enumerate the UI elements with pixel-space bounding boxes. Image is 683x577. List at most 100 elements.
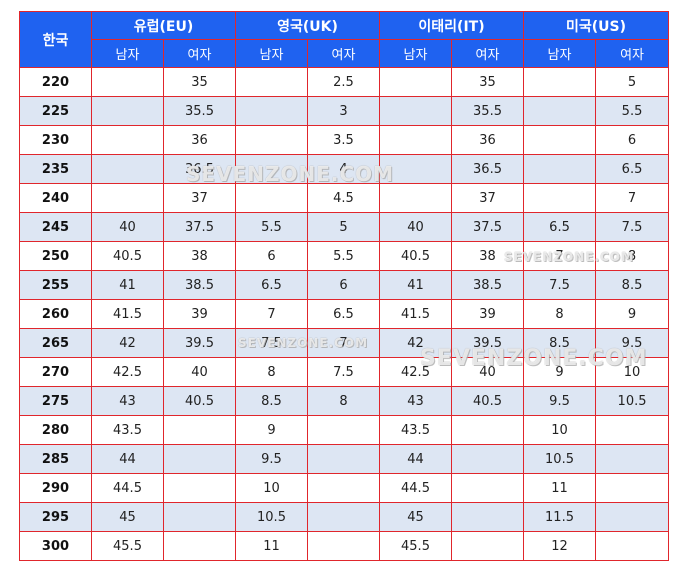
cell-eu-female: 36.5 [163, 154, 236, 184]
header-it-female: 여자 [450, 39, 525, 68]
cell-eu-male [91, 125, 164, 155]
table-header: 한국 유럽(EU) 영국(UK) 이태리(IT) 미국(US) 남자 여자 남자… [19, 11, 670, 68]
table-row: 250 40.5 38 6 5.5 40.5 38 7 8 [19, 241, 670, 271]
cell-eu-male: 45 [91, 502, 164, 532]
cell-us-female [595, 415, 670, 445]
header-it-male: 남자 [379, 39, 452, 68]
table-row: 235 36.5 4 36.5 6.5 [19, 154, 670, 184]
cell-us-male [523, 125, 597, 155]
cell-us-female: 9.5 [595, 328, 670, 358]
cell-it-male: 41.5 [379, 299, 452, 329]
table-row: 275 43 40.5 8.5 8 43 40.5 9.5 10.5 [19, 386, 670, 416]
cell-uk-female: 7 [307, 328, 380, 358]
cell-us-male: 9.5 [523, 386, 597, 416]
cell-eu-female: 40 [163, 357, 236, 387]
cell-us-female [595, 444, 670, 474]
shoe-size-table: 한국 유럽(EU) 영국(UK) 이태리(IT) 미국(US) 남자 여자 남자… [19, 11, 670, 561]
cell-uk-male: 10 [235, 473, 308, 503]
cell-us-male [523, 67, 597, 97]
cell-uk-female [307, 415, 380, 445]
cell-eu-female [163, 473, 236, 503]
cell-it-male: 42.5 [379, 357, 452, 387]
header-eu-female: 여자 [163, 39, 236, 68]
header-us-male: 남자 [523, 39, 597, 68]
cell-it-male: 40.5 [379, 241, 452, 271]
cell-uk-male [235, 154, 308, 184]
cell-it-male: 45.5 [379, 531, 452, 561]
cell-us-female: 6 [595, 125, 670, 155]
cell-us-female: 9 [595, 299, 670, 329]
cell-eu-female: 38.5 [163, 270, 236, 300]
cell-us-male: 8.5 [523, 328, 597, 358]
cell-eu-male: 44.5 [91, 473, 164, 503]
cell-uk-female: 8 [307, 386, 380, 416]
cell-us-female: 7 [595, 183, 670, 213]
cell-eu-female: 36 [163, 125, 236, 155]
table-row: 260 41.5 39 7 6.5 41.5 39 8 9 [19, 299, 670, 329]
cell-korea-size: 270 [19, 357, 92, 387]
cell-uk-male: 7 [235, 299, 308, 329]
cell-uk-male [235, 183, 308, 213]
table-row: 265 42 39.5 7.5 7 42 39.5 8.5 9.5 [19, 328, 670, 358]
cell-eu-male [91, 183, 164, 213]
cell-eu-male: 43 [91, 386, 164, 416]
cell-uk-female: 6 [307, 270, 380, 300]
cell-eu-male: 40.5 [91, 241, 164, 271]
cell-us-female: 6.5 [595, 154, 670, 184]
table-row: 280 43.5 9 43.5 10 [19, 415, 670, 445]
table-row: 300 45.5 11 45.5 12 [19, 531, 670, 561]
cell-uk-male: 9 [235, 415, 308, 445]
cell-korea-size: 220 [19, 67, 92, 97]
cell-korea-size: 235 [19, 154, 92, 184]
table-row: 290 44.5 10 44.5 11 [19, 473, 670, 503]
cell-eu-female: 39 [163, 299, 236, 329]
cell-uk-male [235, 125, 308, 155]
cell-us-male [523, 154, 597, 184]
cell-us-female: 10 [595, 357, 670, 387]
cell-us-male: 6.5 [523, 212, 597, 242]
cell-it-male [379, 125, 452, 155]
cell-eu-female: 35 [163, 67, 236, 97]
cell-eu-male [91, 67, 164, 97]
cell-us-female: 7.5 [595, 212, 670, 242]
cell-korea-size: 225 [19, 96, 92, 126]
cell-us-male: 11.5 [523, 502, 597, 532]
cell-korea-size: 275 [19, 386, 92, 416]
cell-it-female [450, 415, 525, 445]
cell-uk-male: 6.5 [235, 270, 308, 300]
cell-uk-female: 5.5 [307, 241, 380, 271]
cell-us-female: 8 [595, 241, 670, 271]
cell-uk-female [307, 444, 380, 474]
cell-us-male: 8 [523, 299, 597, 329]
cell-uk-female [307, 473, 380, 503]
cell-eu-male: 42 [91, 328, 164, 358]
cell-us-male: 11 [523, 473, 597, 503]
cell-eu-male [91, 154, 164, 184]
cell-uk-female: 3.5 [307, 125, 380, 155]
cell-it-male: 41 [379, 270, 452, 300]
cell-uk-female [307, 502, 380, 532]
cell-us-female: 5 [595, 67, 670, 97]
cell-korea-size: 260 [19, 299, 92, 329]
cell-eu-female: 39.5 [163, 328, 236, 358]
cell-eu-male: 41 [91, 270, 164, 300]
cell-eu-female: 37.5 [163, 212, 236, 242]
cell-eu-female: 37 [163, 183, 236, 213]
table-row: 270 42.5 40 8 7.5 42.5 40 9 10 [19, 357, 670, 387]
header-region-eu: 유럽(EU) [91, 11, 236, 40]
table-row: 255 41 38.5 6.5 6 41 38.5 7.5 8.5 [19, 270, 670, 300]
cell-it-female: 38 [450, 241, 525, 271]
cell-it-male: 43 [379, 386, 452, 416]
table-row: 245 40 37.5 5.5 5 40 37.5 6.5 7.5 [19, 212, 670, 242]
cell-uk-female: 4.5 [307, 183, 380, 213]
cell-korea-size: 295 [19, 502, 92, 532]
cell-us-male [523, 96, 597, 126]
cell-eu-female: 38 [163, 241, 236, 271]
cell-it-female: 38.5 [450, 270, 525, 300]
cell-korea-size: 300 [19, 531, 92, 561]
cell-us-male: 10 [523, 415, 597, 445]
cell-it-female: 37.5 [450, 212, 525, 242]
header-region-us: 미국(US) [523, 11, 670, 40]
cell-uk-male: 10.5 [235, 502, 308, 532]
table-row: 225 35.5 3 35.5 5.5 [19, 96, 670, 126]
